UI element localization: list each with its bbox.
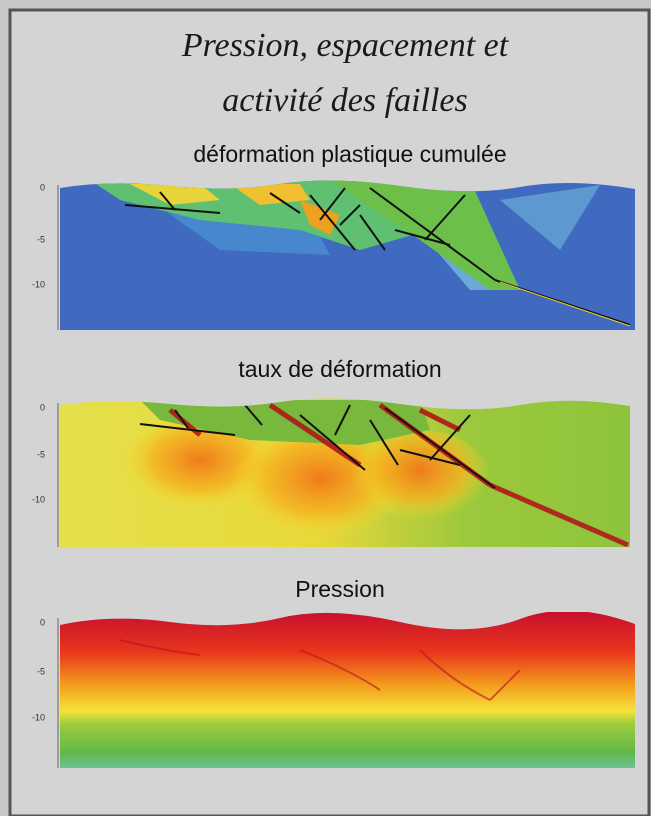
y-axis: 0 -5 -10 [32,617,59,768]
y-tick-label: -10 [32,494,45,504]
panel-image [60,180,635,330]
y-tick-label: -5 [37,234,45,244]
title-line: Pression, espacement et [181,27,510,64]
panel-title: Pression [295,576,384,602]
panel-image [60,612,635,768]
y-axis: 0 -5 -10 [32,402,59,547]
y-tick-label: 0 [40,617,45,627]
y-tick-label: -10 [32,279,45,289]
y-tick-label: 0 [40,182,45,192]
y-tick-label: -10 [32,712,45,722]
y-axis: 0 -5 -10 [32,182,59,330]
y-tick-label: -5 [37,449,45,459]
panel-image [60,398,630,547]
title-line: activité des failles [222,82,468,119]
y-tick-label: 0 [40,402,45,412]
panel-title: déformation plastique cumulée [193,141,506,167]
y-tick-label: -5 [37,666,45,676]
panel-title: taux de déformation [238,356,441,382]
